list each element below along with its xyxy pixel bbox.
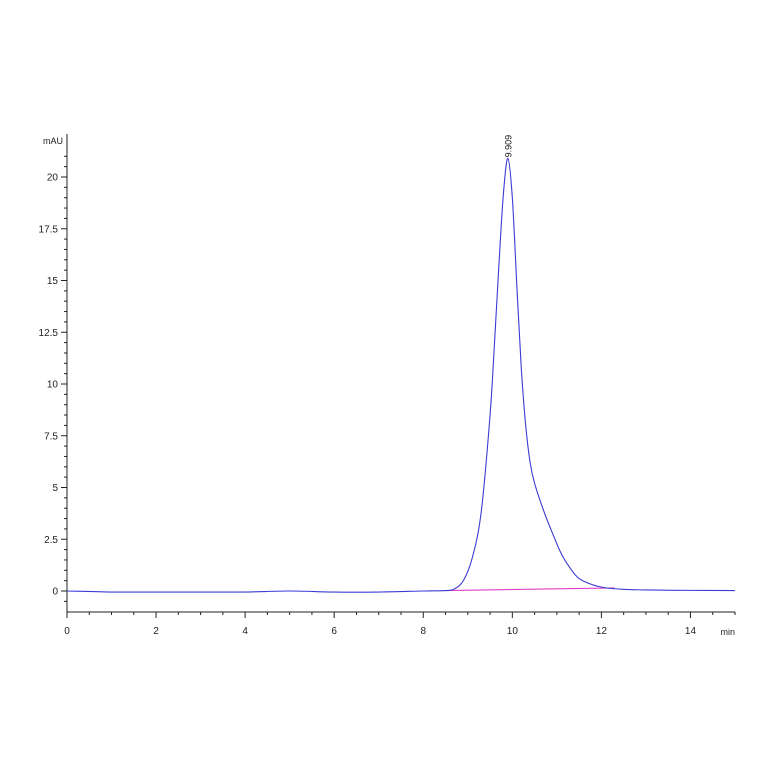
x-tick-label: 6 xyxy=(331,626,337,637)
annotation-layer: 9.909 xyxy=(503,135,513,158)
y-tick-label: 12.5 xyxy=(39,328,59,339)
y-tick-label: 10 xyxy=(47,380,59,391)
y-ticks: 0 2.5 5 7.5 10 12.5 15 17.5 20 xyxy=(39,155,67,602)
y-tick-label: 2.5 xyxy=(44,535,58,546)
x-tick-label: 10 xyxy=(507,626,519,637)
y-tick-label: 20 xyxy=(47,173,59,184)
x-ticks: 0 2 4 6 8 10 12 14 xyxy=(64,612,736,637)
x-tick-label: 14 xyxy=(685,626,697,637)
x-axis-unit-label: min xyxy=(720,627,735,637)
peak-retention-time-label: 9.909 xyxy=(503,135,513,158)
y-tick-label: 5 xyxy=(52,483,58,494)
y-tick-label: 7.5 xyxy=(44,431,58,442)
x-tick-label: 2 xyxy=(153,626,159,637)
integration-baseline xyxy=(445,587,615,592)
y-tick-label: 0 xyxy=(52,587,58,598)
y-tick-label: 15 xyxy=(47,276,59,287)
y-axis-unit-label: mAU xyxy=(43,136,63,146)
y-tick-label: 17.5 xyxy=(39,224,59,235)
x-tick-label: 0 xyxy=(64,626,70,637)
x-tick-label: 4 xyxy=(242,626,248,637)
series-layer xyxy=(66,157,736,593)
axes: 0 2.5 5 7.5 10 12.5 15 17.5 20 0 2 4 6 8 10 12 14 mAU m… xyxy=(39,134,736,637)
chromatogram-trace xyxy=(66,157,736,593)
x-tick-label: 8 xyxy=(420,626,426,637)
x-tick-label: 12 xyxy=(596,626,608,637)
